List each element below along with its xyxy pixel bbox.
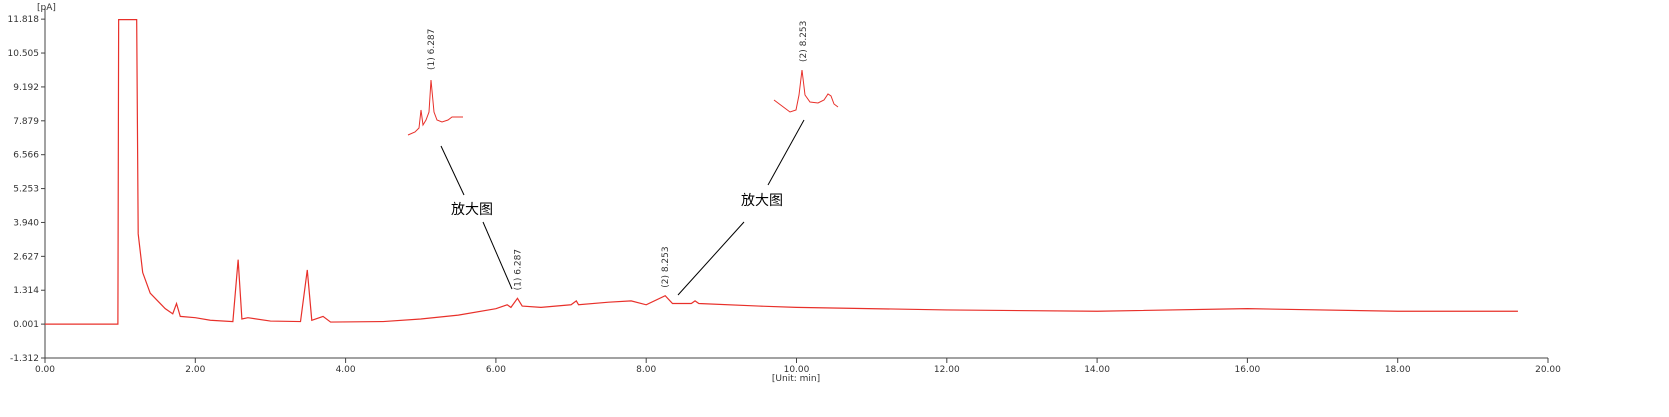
callout: 放大图	[451, 202, 493, 218]
x-tick-label: 16.00	[1235, 365, 1261, 375]
callout-line	[767, 119, 805, 186]
x-tick-label: 4.00	[336, 365, 356, 375]
callout-line	[482, 221, 513, 290]
x-tick-label: 10.00	[784, 365, 810, 375]
peak-label: (1) 6.287	[513, 249, 523, 290]
y-tick-label: 10.505	[8, 49, 40, 59]
x-label: [Unit: min]	[772, 374, 820, 384]
y-tick-label: 0.001	[13, 320, 39, 330]
y-tick-label: 9.192	[13, 83, 39, 93]
y-tick-label: 6.566	[13, 151, 39, 161]
inset-label: (1) 6.287	[427, 29, 437, 70]
x-tick-label: 12.00	[934, 365, 960, 375]
y-tick-label: 11.818	[8, 15, 40, 25]
y-tick-label: 5.253	[13, 185, 39, 195]
x-tick-label: 0.00	[35, 365, 55, 375]
x-tick-label: 14.00	[1084, 365, 1110, 375]
y-tick-label: 2.627	[13, 252, 39, 262]
callout-line	[677, 221, 745, 296]
x-tick-label: 18.00	[1385, 365, 1411, 375]
x-tick-label: 20.00	[1535, 365, 1561, 375]
y-tick-label: 1.314	[13, 286, 39, 296]
x-tick-label: 6.00	[486, 365, 506, 375]
inset-curve	[773, 69, 839, 113]
y-tick-label: -1.312	[10, 354, 39, 364]
inset-label: (2) 8.253	[799, 21, 809, 62]
y-tick-label: 7.879	[13, 117, 39, 127]
y-unit: [pA]	[37, 3, 56, 13]
inset-curve	[407, 79, 463, 136]
series-line	[45, 19, 1518, 325]
x-tick-label: 2.00	[185, 365, 205, 375]
callout: 放大图	[741, 193, 783, 209]
callout-line	[440, 145, 465, 196]
x-tick-label: 8.00	[636, 365, 656, 375]
peak-label: (2) 8.253	[661, 246, 671, 287]
y-tick-label: 3.940	[13, 218, 39, 228]
